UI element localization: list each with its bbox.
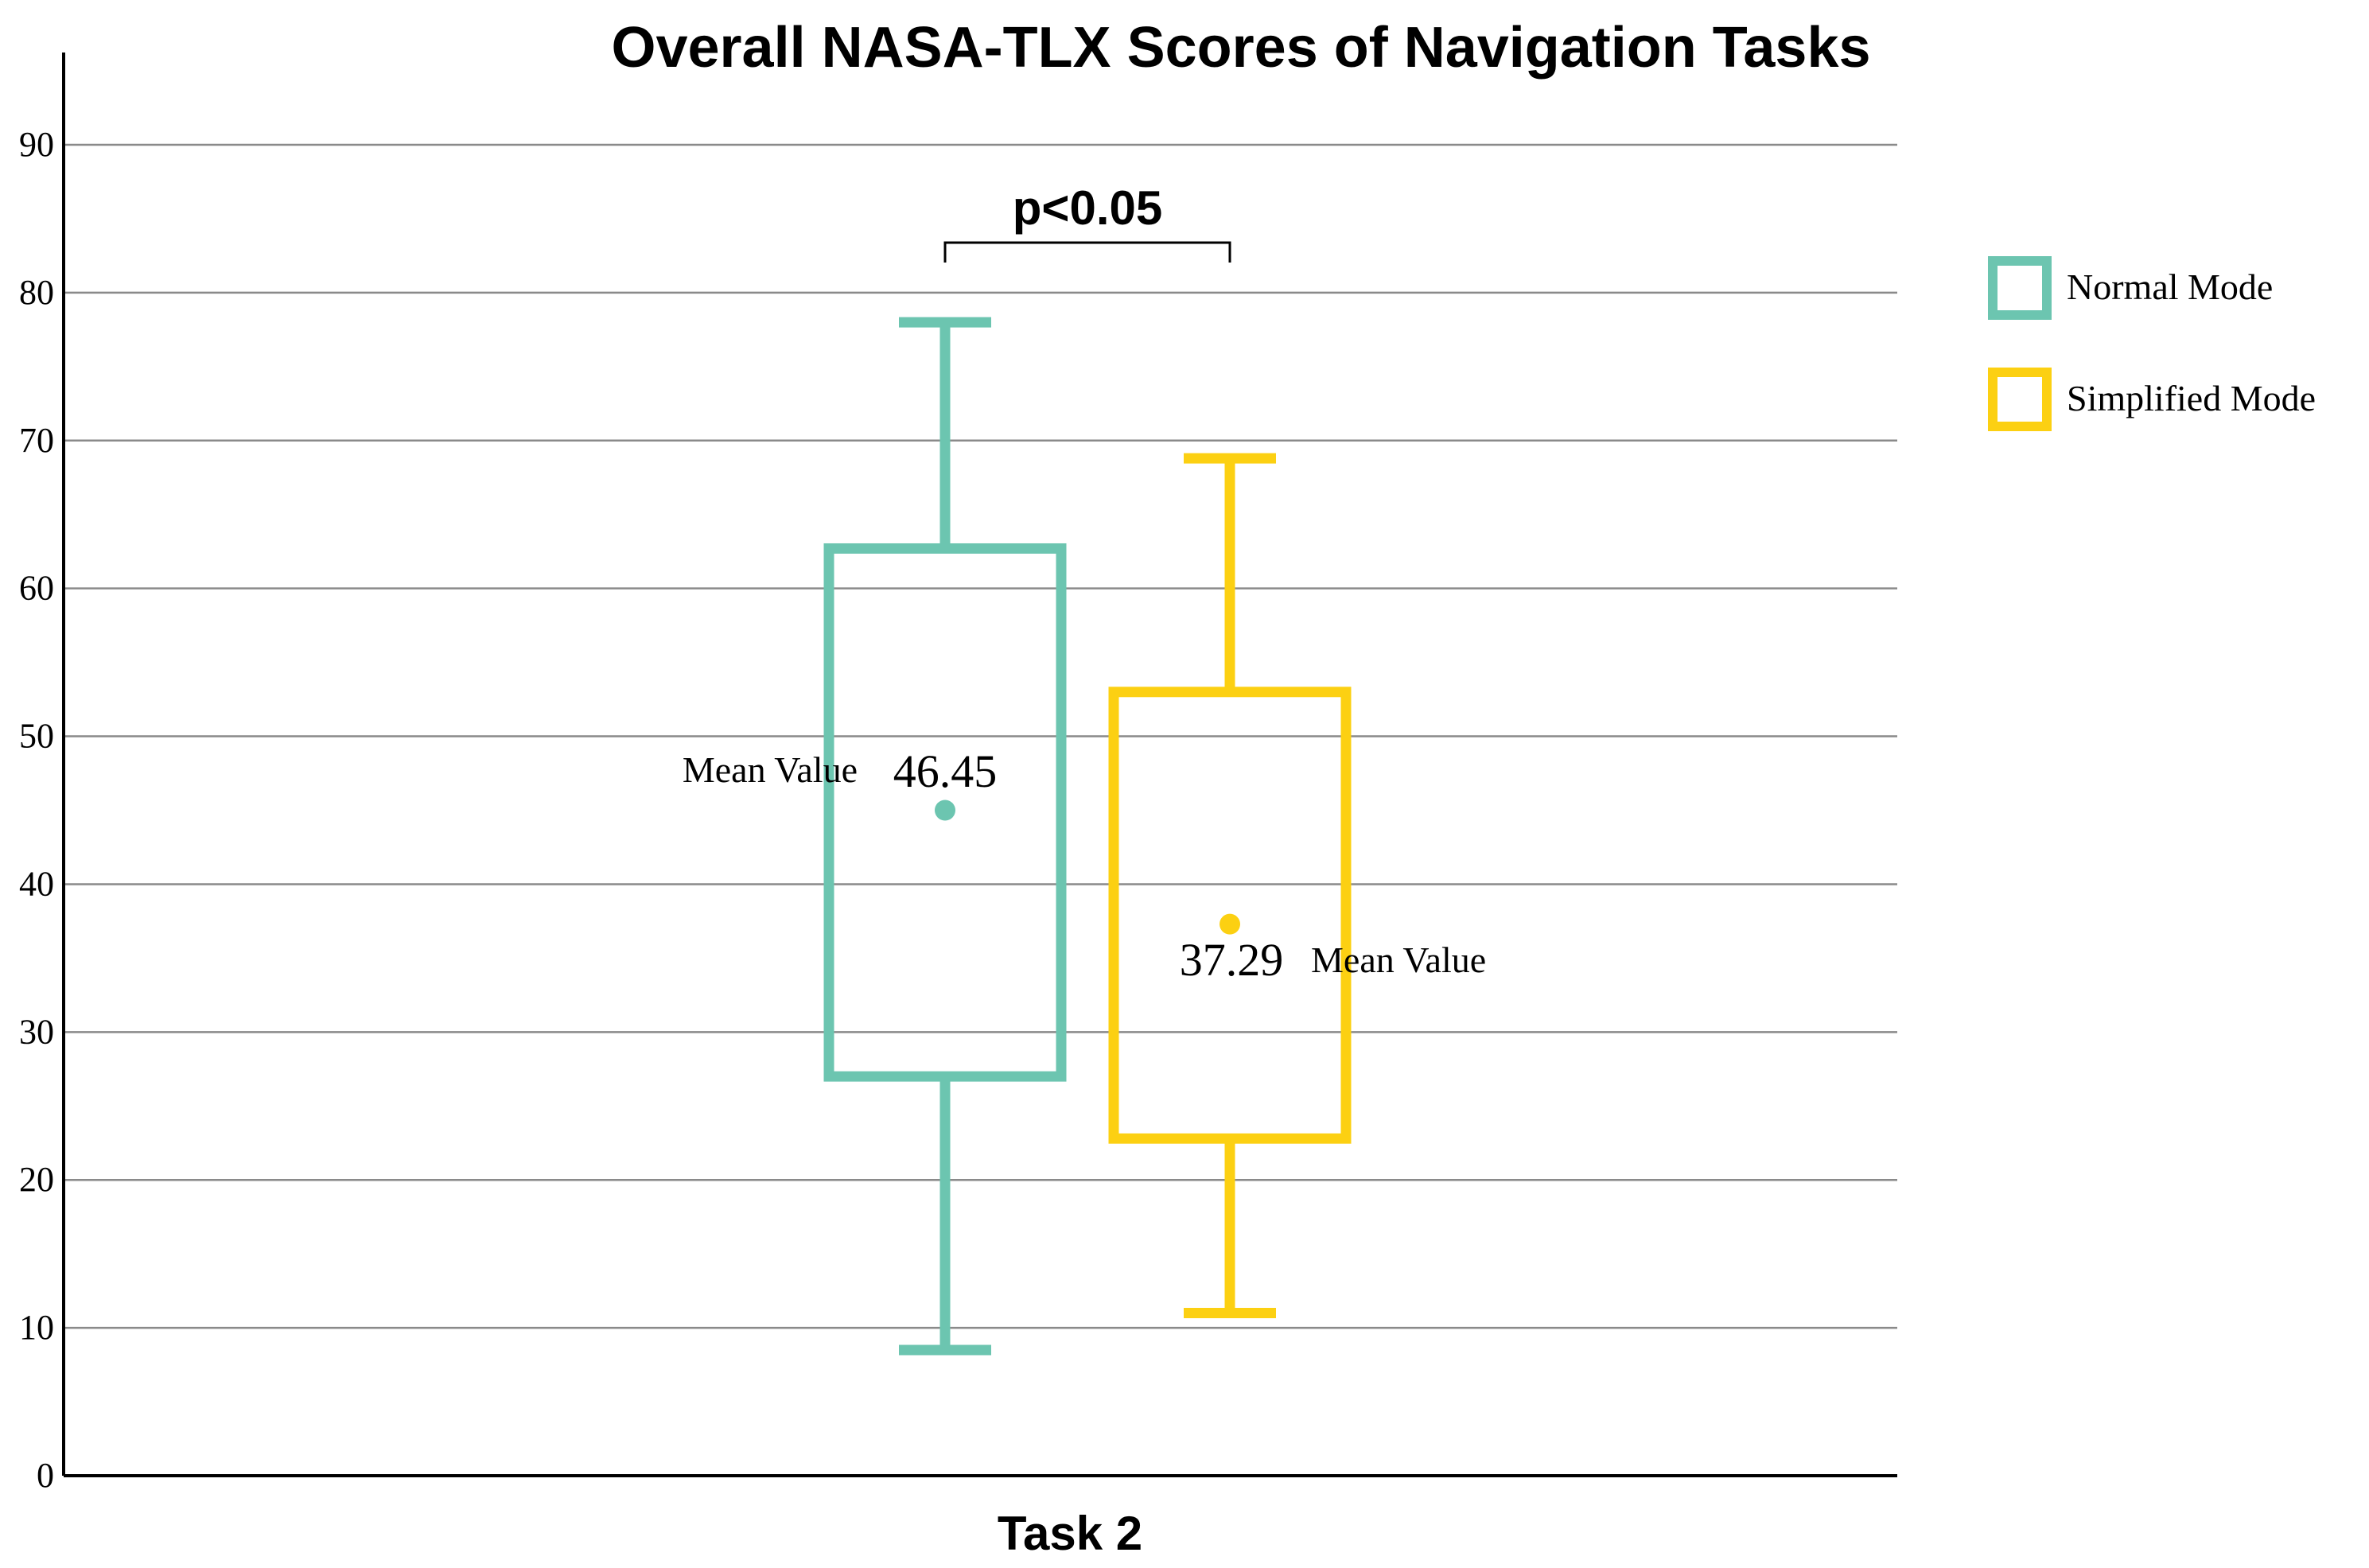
box-normal-mode: Mean Value 46.45: [683, 317, 1067, 1356]
y-tick-label-0: 0: [37, 1456, 54, 1495]
box-simplified-mode: Mean Value 37.29: [1108, 453, 1486, 1319]
chart-title: Overall NASA-TLX Scores of Navigation Ta…: [611, 16, 1870, 80]
y-axis-ticks: 0 10 20 30 40 50 60 70 80 90: [19, 125, 54, 1495]
boxes: Mean Value 46.45 Mean Value 37.29: [683, 317, 1486, 1356]
y-tick-label-60: 60: [19, 569, 54, 608]
legend-swatch: [1988, 368, 2052, 431]
y-tick-label-80: 80: [19, 273, 54, 312]
x-axis-categories: Task 2: [998, 1507, 1142, 1560]
legend-label: Simplified Mode: [2067, 378, 2316, 418]
y-tick-label-50: 50: [19, 717, 54, 756]
significance-bracket: p<0.05: [943, 181, 1231, 263]
legend: Normal Mode Simplified Mode: [1988, 256, 2316, 431]
legend-swatch: [1988, 256, 2052, 320]
mean-annotation-value: 46.45: [893, 745, 998, 797]
x-category-label: Task 2: [998, 1507, 1142, 1560]
significance-line: [943, 241, 1231, 263]
mean-point: [1220, 913, 1240, 935]
mean-annotation-label: Mean Value: [683, 749, 858, 790]
y-tick-label-20: 20: [19, 1160, 54, 1199]
mean-annotation-value: 37.29: [1180, 934, 1284, 986]
significance-label: p<0.05: [1013, 181, 1162, 235]
y-tick-label-70: 70: [19, 421, 54, 460]
iqr-box: [1108, 687, 1352, 1144]
mean-point: [935, 800, 955, 821]
y-tick-label-10: 10: [19, 1308, 54, 1347]
mean-annotation-label: Mean Value: [1311, 940, 1486, 980]
legend-item-normal-mode: Normal Mode: [1988, 256, 2273, 320]
iqr-box: [823, 543, 1067, 1082]
legend-item-simplified-mode: Simplified Mode: [1988, 368, 2316, 431]
y-tick-label-90: 90: [19, 125, 54, 164]
y-tick-label-40: 40: [19, 864, 54, 903]
grid-lines: [64, 143, 1897, 1329]
y-tick-label-30: 30: [19, 1012, 54, 1051]
axes: [62, 53, 1897, 1477]
legend-label: Normal Mode: [2067, 267, 2273, 307]
